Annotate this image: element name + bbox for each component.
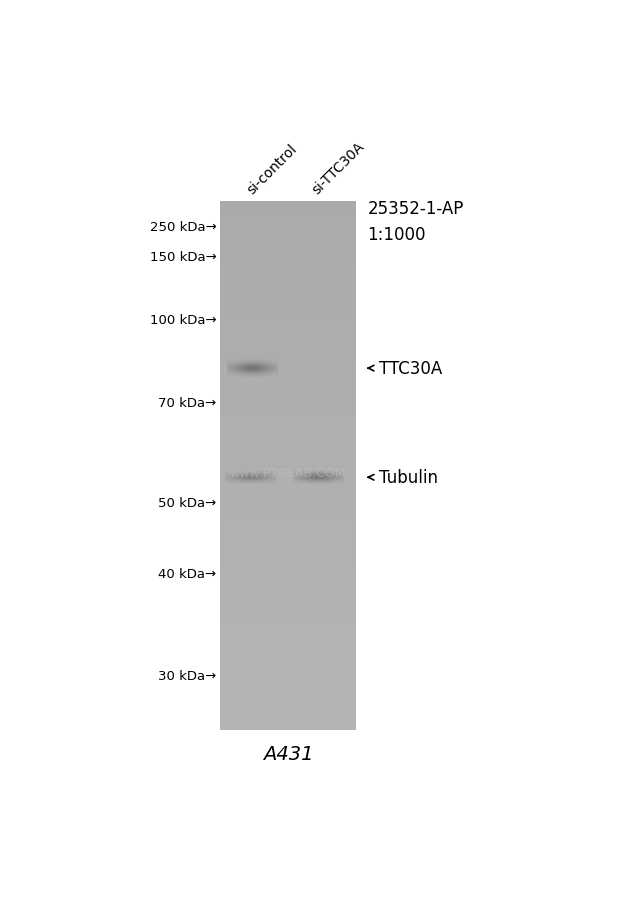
Text: 30 kDa→: 30 kDa→ — [158, 669, 216, 682]
Text: 40 kDa→: 40 kDa→ — [158, 567, 216, 580]
Text: 50 kDa→: 50 kDa→ — [158, 496, 216, 510]
Text: A431: A431 — [263, 745, 313, 764]
Text: 70 kDa→: 70 kDa→ — [158, 397, 216, 410]
Text: si-TTC30A: si-TTC30A — [310, 139, 367, 197]
Text: 25352-1-AP: 25352-1-AP — [368, 200, 464, 218]
Text: 250 kDa→: 250 kDa→ — [150, 221, 216, 235]
Text: 150 kDa→: 150 kDa→ — [150, 251, 216, 263]
Text: 1:1000: 1:1000 — [368, 226, 426, 244]
Text: TTC30A: TTC30A — [379, 360, 442, 378]
Text: si-control: si-control — [244, 142, 300, 197]
Text: Tubulin: Tubulin — [379, 469, 438, 487]
Text: www.PTGLAB.COM: www.PTGLAB.COM — [230, 466, 346, 479]
Text: 100 kDa→: 100 kDa→ — [150, 314, 216, 327]
